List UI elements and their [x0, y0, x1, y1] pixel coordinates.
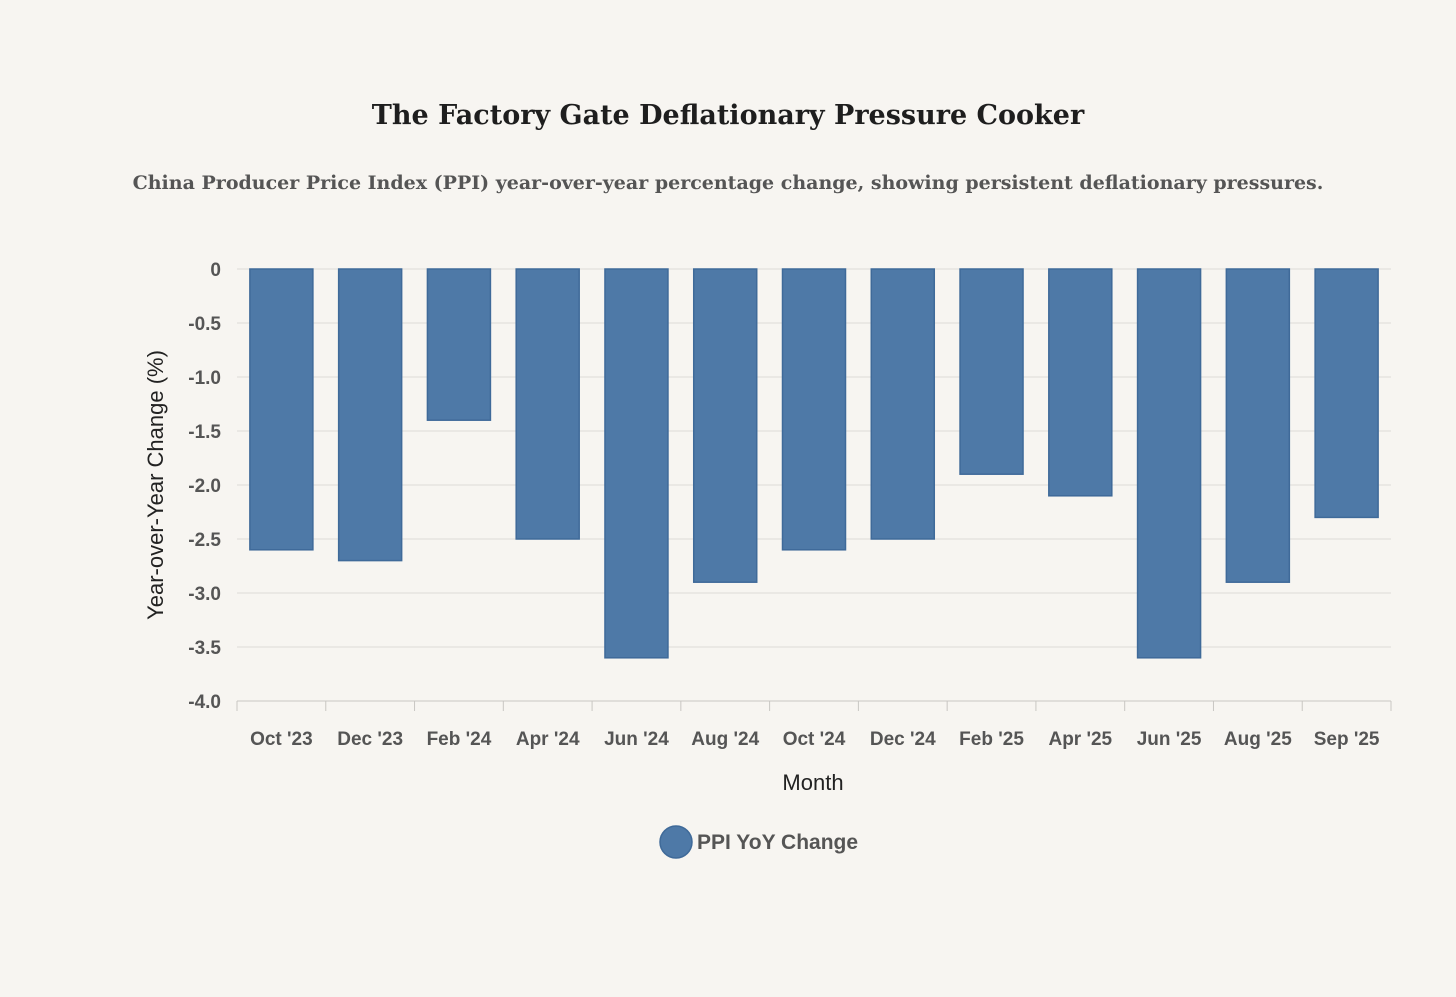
legend[interactable]: PPI YoY Change: [659, 825, 858, 859]
x-tick-label: Aug '25: [1224, 729, 1292, 750]
bar[interactable]: [426, 268, 492, 421]
bars: [249, 268, 1379, 659]
legend-label[interactable]: PPI YoY Change: [697, 831, 858, 854]
x-tick-label: Feb '24: [427, 729, 492, 750]
bar[interactable]: [604, 268, 669, 659]
bar[interactable]: [781, 268, 847, 551]
y-tick-label: -3.0: [188, 584, 221, 605]
x-tick-label: Jun '25: [1137, 729, 1202, 750]
x-tick-label: Apr '25: [1048, 729, 1112, 750]
y-tick-label: -0.5: [188, 314, 221, 335]
y-tick-label: -4.0: [188, 692, 221, 713]
bar[interactable]: [1048, 268, 1113, 497]
x-tick-label: Aug '24: [691, 729, 759, 750]
bar[interactable]: [959, 268, 1024, 475]
y-tick-label: -2.0: [188, 476, 221, 497]
bar[interactable]: [1136, 268, 1202, 659]
x-tick-label: Oct '23: [250, 729, 313, 750]
x-tick-label: Jun '24: [604, 729, 669, 750]
bar[interactable]: [870, 268, 936, 540]
legend-swatch-icon[interactable]: [659, 825, 693, 859]
bar[interactable]: [1314, 268, 1379, 519]
x-tick-label: Apr '24: [516, 729, 580, 750]
bar[interactable]: [337, 268, 403, 562]
chart-title: The Factory Gate Deflationary Pressure C…: [371, 100, 1085, 131]
y-tick-label: -3.5: [188, 638, 221, 659]
y-tick-labels: 0 -0.5 -1.0 -1.5 -2.0 -2.5 -3.0 -3.5 -4.0: [188, 260, 221, 713]
bar[interactable]: [692, 268, 758, 583]
chart-subtitle: China Producer Price Index (PPI) year-ov…: [132, 172, 1324, 194]
x-axis-title: Month: [782, 770, 843, 795]
bar[interactable]: [249, 268, 314, 551]
x-tick-label: Feb '25: [959, 729, 1024, 750]
x-tick-label: Sep '25: [1314, 729, 1380, 750]
bar[interactable]: [515, 268, 580, 540]
y-axis-title: Year-over-Year Change (%): [143, 350, 168, 620]
axes: [236, 701, 1392, 711]
y-tick-label: -1.0: [188, 368, 221, 389]
x-tick-label: Dec '23: [337, 729, 403, 750]
y-tick-label: -2.5: [188, 530, 221, 551]
y-tick-label: 0: [210, 260, 221, 281]
bar[interactable]: [1225, 268, 1291, 583]
x-tick-labels: Oct '23 Dec '23 Feb '24 Apr '24 Jun '24 Aug '…: [250, 729, 1380, 750]
y-tick-label: -1.5: [188, 422, 221, 443]
x-tick-label: Oct '24: [783, 729, 846, 750]
x-tick-label: Dec '24: [870, 729, 936, 750]
